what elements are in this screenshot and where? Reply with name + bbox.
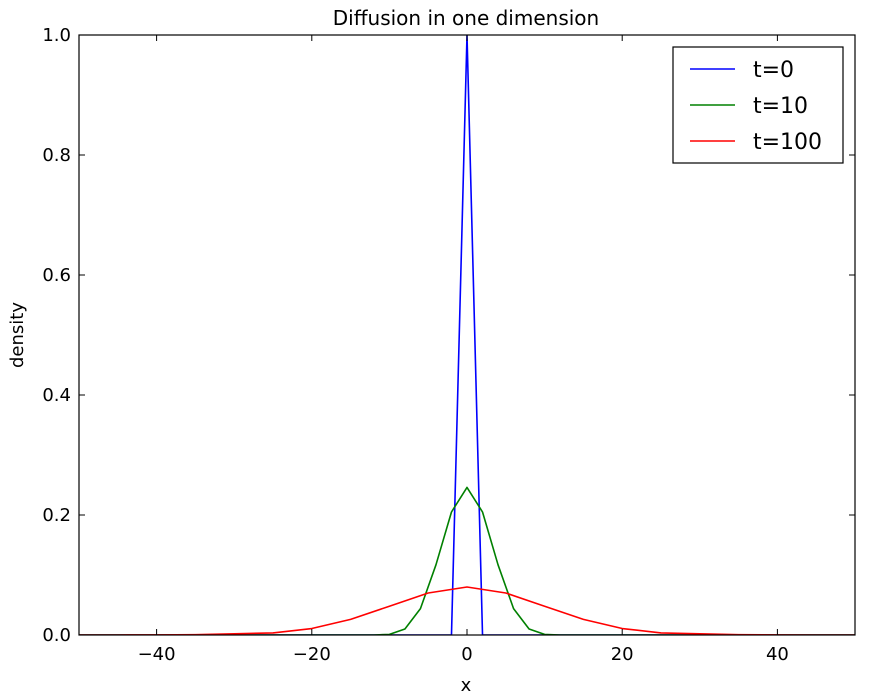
- y-axis-title: density: [7, 302, 28, 368]
- legend: t=0 t=10 t=100: [672, 46, 844, 164]
- y-tick-label: 0.6: [42, 265, 71, 286]
- y-tick-label: 0.2: [42, 505, 71, 526]
- x-tick-label: 0: [461, 644, 472, 665]
- series-line-t-10: [79, 486, 855, 635]
- y-tick-label: 1.0: [42, 25, 71, 46]
- legend-label: t=10: [753, 94, 808, 119]
- x-tick-label: 40: [766, 644, 789, 665]
- x-tick-label: −40: [138, 644, 176, 665]
- chart-title: Diffusion in one dimension: [333, 6, 599, 30]
- y-tick-label: 0.8: [42, 145, 71, 166]
- y-tick-label: 0.4: [42, 385, 71, 406]
- legend-label: t=0: [753, 58, 794, 83]
- x-tick-label: 20: [611, 644, 634, 665]
- y-tick-label: 0.0: [42, 625, 71, 646]
- x-axis-title: x: [461, 675, 472, 696]
- series-line-t-100: [79, 586, 855, 635]
- legend-label: t=100: [753, 130, 822, 155]
- x-tick-label: −20: [293, 644, 331, 665]
